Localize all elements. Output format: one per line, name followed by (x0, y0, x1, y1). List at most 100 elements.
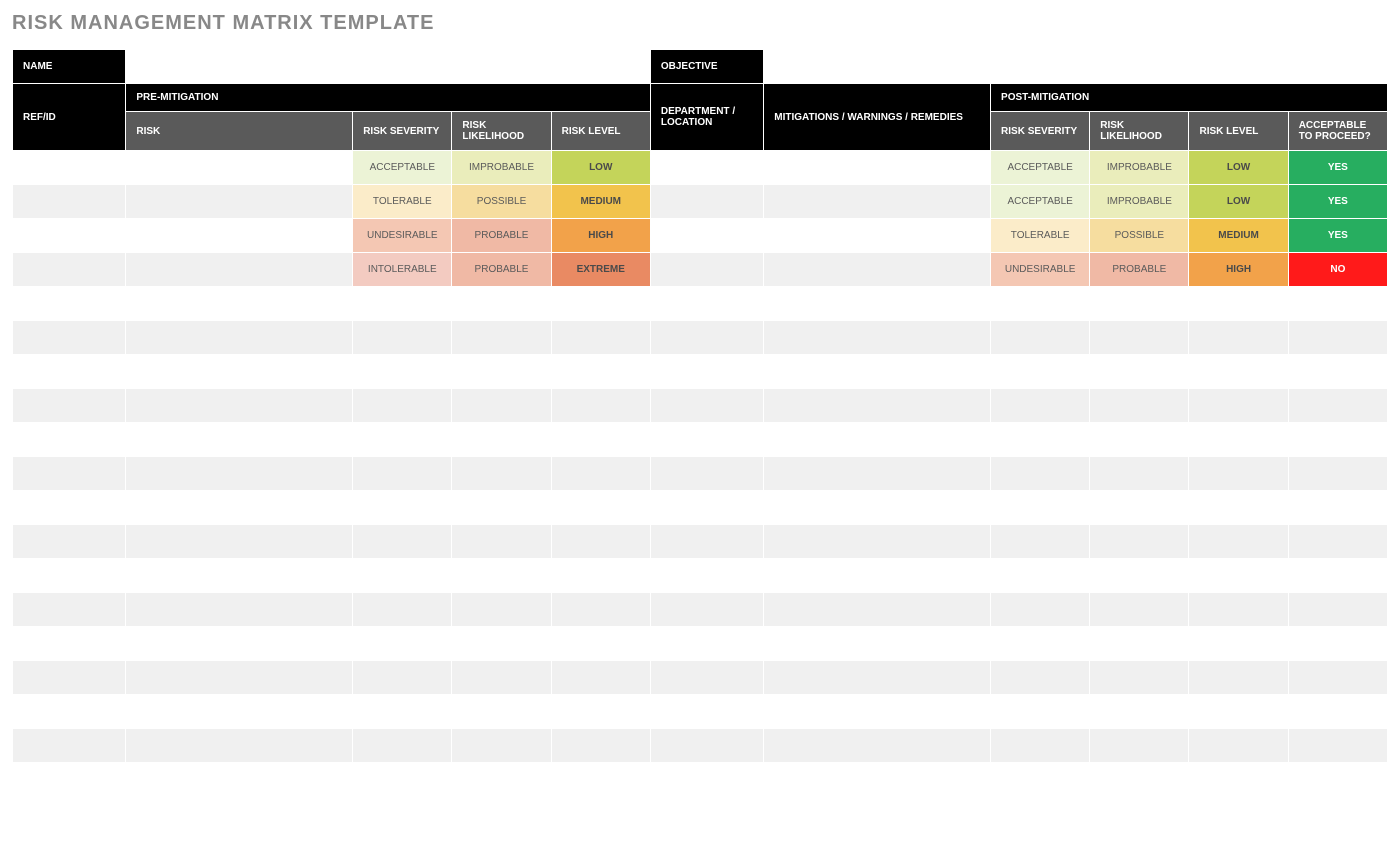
cell-pre-level[interactable] (551, 389, 650, 423)
cell-pre-likelihood[interactable]: PROBABLE (452, 219, 551, 253)
cell-risk[interactable] (126, 661, 353, 695)
cell-pre-level[interactable] (551, 661, 650, 695)
cell-dept[interactable] (650, 491, 763, 525)
cell-post-likelihood[interactable] (1090, 763, 1189, 797)
cell-dept[interactable] (650, 627, 763, 661)
cell-post-likelihood[interactable]: POSSIBLE (1090, 219, 1189, 253)
cell-mitigations[interactable] (764, 151, 991, 185)
cell-proceed[interactable] (1288, 661, 1387, 695)
cell-pre-likelihood[interactable]: POSSIBLE (452, 185, 551, 219)
cell-pre-level[interactable]: LOW (551, 151, 650, 185)
cell-mitigations[interactable] (764, 695, 991, 729)
cell-proceed[interactable]: YES (1288, 185, 1387, 219)
cell-post-likelihood[interactable] (1090, 695, 1189, 729)
cell-ref-id[interactable] (13, 389, 126, 423)
cell-risk[interactable] (126, 763, 353, 797)
cell-dept[interactable] (650, 185, 763, 219)
cell-post-severity[interactable] (991, 355, 1090, 389)
cell-pre-likelihood[interactable] (452, 525, 551, 559)
cell-pre-likelihood[interactable] (452, 423, 551, 457)
cell-post-level[interactable] (1189, 491, 1288, 525)
cell-risk[interactable] (126, 491, 353, 525)
cell-post-level[interactable] (1189, 729, 1288, 763)
objective-value-cell[interactable] (764, 50, 1388, 84)
cell-post-level[interactable] (1189, 525, 1288, 559)
cell-post-severity[interactable] (991, 491, 1090, 525)
cell-risk[interactable] (126, 457, 353, 491)
cell-pre-level[interactable] (551, 525, 650, 559)
cell-post-likelihood[interactable] (1090, 525, 1189, 559)
cell-post-likelihood[interactable] (1090, 729, 1189, 763)
cell-pre-severity[interactable] (353, 321, 452, 355)
cell-pre-severity[interactable] (353, 559, 452, 593)
cell-mitigations[interactable] (764, 457, 991, 491)
cell-post-severity[interactable] (991, 729, 1090, 763)
cell-proceed[interactable] (1288, 593, 1387, 627)
cell-mitigations[interactable] (764, 525, 991, 559)
cell-ref-id[interactable] (13, 151, 126, 185)
cell-post-severity[interactable] (991, 559, 1090, 593)
cell-post-severity[interactable]: TOLERABLE (991, 219, 1090, 253)
cell-pre-severity[interactable] (353, 627, 452, 661)
cell-proceed[interactable] (1288, 627, 1387, 661)
cell-dept[interactable] (650, 287, 763, 321)
cell-post-likelihood[interactable] (1090, 627, 1189, 661)
cell-post-likelihood[interactable]: IMPROBABLE (1090, 185, 1189, 219)
cell-proceed[interactable]: YES (1288, 219, 1387, 253)
cell-pre-level[interactable] (551, 321, 650, 355)
cell-dept[interactable] (650, 389, 763, 423)
cell-proceed[interactable] (1288, 321, 1387, 355)
cell-pre-level[interactable] (551, 593, 650, 627)
cell-mitigations[interactable] (764, 559, 991, 593)
cell-mitigations[interactable] (764, 763, 991, 797)
cell-ref-id[interactable] (13, 457, 126, 491)
cell-dept[interactable] (650, 695, 763, 729)
cell-pre-severity[interactable] (353, 287, 452, 321)
cell-mitigations[interactable] (764, 729, 991, 763)
cell-post-likelihood[interactable]: IMPROBABLE (1090, 151, 1189, 185)
cell-post-level[interactable] (1189, 457, 1288, 491)
cell-pre-level[interactable] (551, 559, 650, 593)
cell-pre-severity[interactable] (353, 423, 452, 457)
cell-pre-severity[interactable] (353, 695, 452, 729)
cell-post-level[interactable] (1189, 389, 1288, 423)
cell-ref-id[interactable] (13, 695, 126, 729)
cell-post-severity[interactable] (991, 389, 1090, 423)
cell-mitigations[interactable] (764, 321, 991, 355)
cell-pre-level[interactable] (551, 627, 650, 661)
cell-pre-severity[interactable] (353, 355, 452, 389)
cell-mitigations[interactable] (764, 389, 991, 423)
cell-post-severity[interactable] (991, 695, 1090, 729)
cell-dept[interactable] (650, 321, 763, 355)
cell-dept[interactable] (650, 763, 763, 797)
cell-post-level[interactable]: LOW (1189, 151, 1288, 185)
cell-proceed[interactable] (1288, 763, 1387, 797)
cell-pre-likelihood[interactable] (452, 695, 551, 729)
cell-mitigations[interactable] (764, 219, 991, 253)
cell-pre-severity[interactable]: UNDESIRABLE (353, 219, 452, 253)
cell-dept[interactable] (650, 219, 763, 253)
cell-post-severity[interactable]: UNDESIRABLE (991, 253, 1090, 287)
cell-mitigations[interactable] (764, 627, 991, 661)
cell-post-likelihood[interactable] (1090, 491, 1189, 525)
cell-pre-likelihood[interactable]: IMPROBABLE (452, 151, 551, 185)
cell-pre-severity[interactable] (353, 763, 452, 797)
cell-pre-level[interactable] (551, 355, 650, 389)
cell-ref-id[interactable] (13, 355, 126, 389)
cell-pre-severity[interactable] (353, 525, 452, 559)
cell-proceed[interactable] (1288, 457, 1387, 491)
cell-risk[interactable] (126, 151, 353, 185)
cell-risk[interactable] (126, 287, 353, 321)
cell-pre-level[interactable] (551, 695, 650, 729)
cell-post-level[interactable] (1189, 695, 1288, 729)
cell-ref-id[interactable] (13, 219, 126, 253)
cell-ref-id[interactable] (13, 525, 126, 559)
cell-pre-likelihood[interactable] (452, 593, 551, 627)
cell-proceed[interactable] (1288, 287, 1387, 321)
cell-proceed[interactable] (1288, 491, 1387, 525)
cell-proceed[interactable] (1288, 423, 1387, 457)
cell-risk[interactable] (126, 695, 353, 729)
cell-dept[interactable] (650, 423, 763, 457)
cell-post-likelihood[interactable] (1090, 593, 1189, 627)
cell-post-level[interactable] (1189, 763, 1288, 797)
